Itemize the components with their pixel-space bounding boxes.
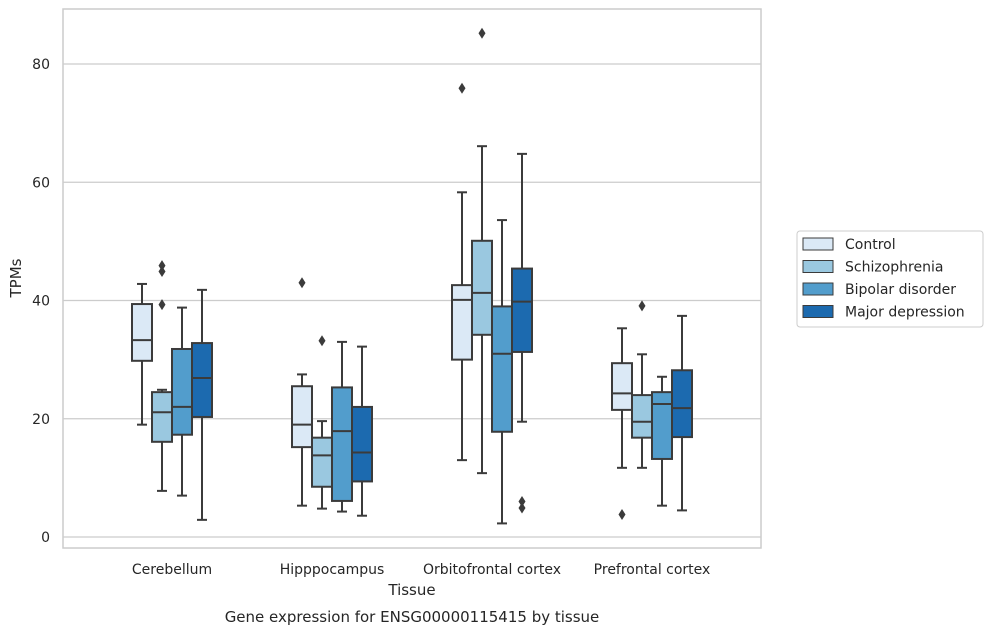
box [611,327,633,521]
box-iqr [291,385,313,449]
legend: Control Schizophrenia Bipolar disorder Majo… [796,230,984,328]
plot-frame [62,8,762,549]
outlier-point [478,27,486,39]
box [511,152,533,514]
outlier-point [158,260,166,272]
box-iqr [331,386,353,502]
box [131,282,153,426]
box [171,306,193,497]
x-tick-label: Cerebellum [132,562,212,578]
box [351,345,373,517]
box-iqr [351,405,373,483]
x-tick-label: Hipppocampus [280,562,385,578]
box-layer [131,27,693,525]
box [331,340,353,513]
x-axis-title: Tissue [387,581,435,599]
y-axis-title: TPMs [7,258,25,298]
y-tick-labels: 0 20 40 60 80 [32,57,50,546]
legend-swatch [802,282,834,296]
y-tick-label: 20 [32,412,50,428]
outlier-point [638,300,646,312]
legend-swatch [802,305,834,318]
series-control [131,82,633,521]
outlier-point [298,277,306,289]
outlier-point [458,82,466,94]
box-iqr [651,391,673,460]
legend-frame [796,230,984,328]
box-iqr [491,305,513,433]
series-schizophrenia [151,27,653,510]
box [671,314,693,512]
series-bipolar-disorder [171,219,673,525]
box-iqr [191,342,213,418]
figure-caption: Gene expression for ENSG00000115415 by t… [225,608,600,626]
x-tick-label: Orbitofrontal cortex [423,562,561,578]
y-tick-label: 40 [32,294,50,310]
plot-background [63,9,761,548]
box-iqr [131,303,153,362]
legend-label: Control [845,237,896,253]
outlier-point [158,266,166,278]
box-iqr [311,436,333,488]
outlier-point [618,509,626,521]
box-iqr [611,362,633,411]
x-tick-labels: Cerebellum Hipppocampus Orbitofrontal cort… [132,562,710,578]
outlier-point [318,335,326,347]
y-tick-label: 0 [41,530,50,546]
box [291,277,313,507]
box-iqr [671,369,693,439]
box [471,27,493,475]
box [151,260,173,492]
legend-swatch [802,260,834,273]
box-iqr [451,284,473,361]
outlier-point [518,502,526,514]
legend-label: Schizophrenia [845,260,943,276]
box [631,300,653,469]
legend-swatch [802,237,834,251]
x-tick-label: Prefrontal cortex [594,562,711,578]
series-major-depression [191,152,693,521]
box [191,288,213,521]
outlier-point [518,496,526,508]
box-iqr [171,347,193,436]
box-iqr [511,267,533,353]
box [491,219,513,525]
box-iqr [151,391,173,443]
box-iqr [471,239,493,336]
legend-label: Bipolar disorder [845,282,956,298]
legend-label: Major depression [845,305,965,321]
box-iqr [631,394,653,439]
y-tick-label: 60 [32,175,50,191]
y-tick-label: 80 [32,57,50,73]
outlier-point [158,299,166,311]
